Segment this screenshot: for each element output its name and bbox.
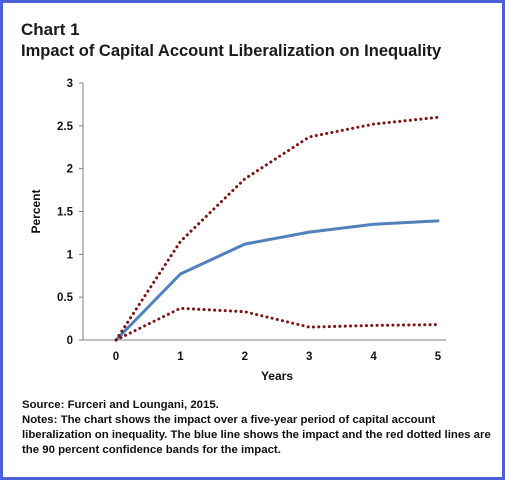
x-tick-label: 0: [113, 351, 119, 363]
y-tick-label: 3: [67, 78, 73, 90]
title-block: Chart 1 Impact of Capital Account Libera…: [21, 20, 441, 62]
y-tick-label: 2: [67, 164, 73, 176]
chart-title: Impact of Capital Account Liberalization…: [21, 42, 442, 60]
x-tick-label: 4: [370, 351, 377, 363]
x-tick-label: 1: [177, 351, 184, 363]
upper-confidence-band: [114, 115, 440, 342]
y-tick-label: 1.5: [57, 207, 74, 219]
source-note: Source: Furceri and Loungani, 2015.: [22, 399, 219, 411]
y-tick-label: 0: [67, 335, 73, 347]
x-tick-label: 3: [306, 351, 312, 363]
chart-number: Chart 1: [21, 20, 80, 39]
y-tick-label: 2.5: [57, 121, 74, 133]
x-tick-label: 5: [435, 351, 442, 363]
y-axis-label: Percent: [29, 189, 43, 233]
impact-line: [114, 219, 440, 342]
notes-text: Notes: The chart shows the impact over a…: [22, 414, 491, 456]
chart-notes: Source: Furceri and Loungani, 2015. Note…: [22, 398, 492, 458]
lower-confidence-band: [114, 306, 440, 342]
x-tick-label: 2: [242, 351, 248, 363]
y-tick-label: 1: [67, 249, 74, 261]
x-axis-label: Years: [261, 369, 293, 383]
y-tick-label: 0.5: [57, 292, 74, 304]
